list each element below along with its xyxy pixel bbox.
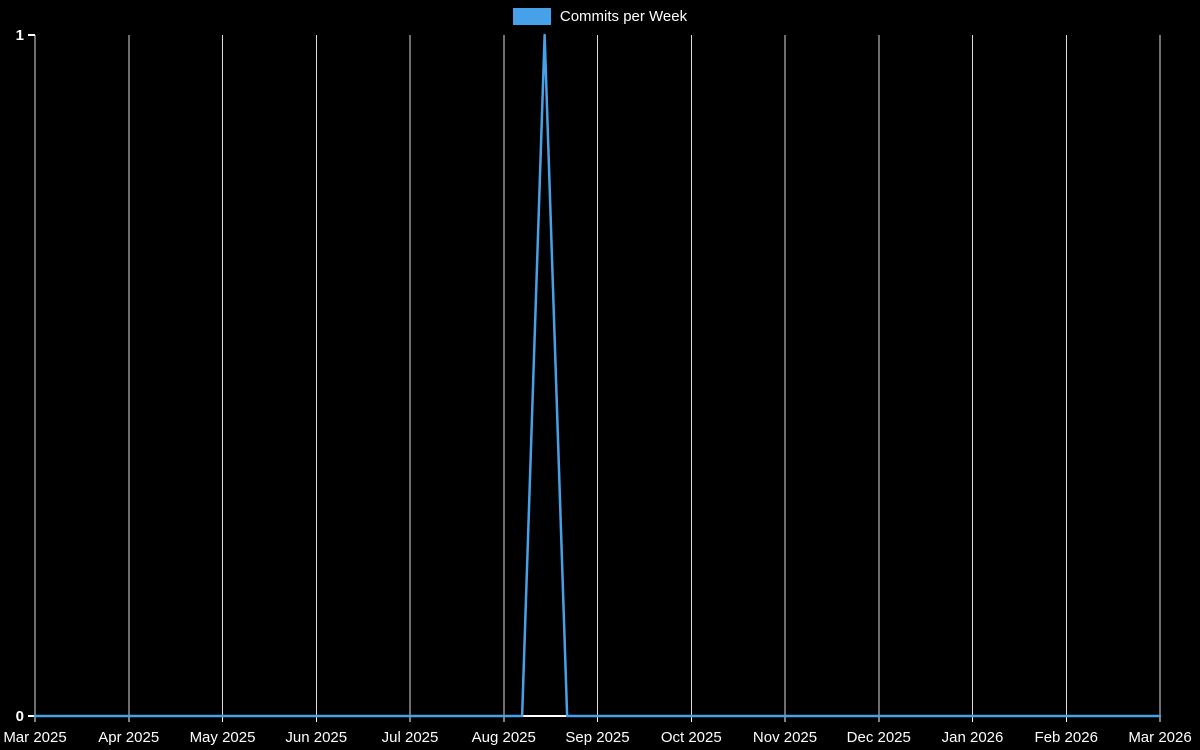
x-axis-tick-label: Jun 2025 bbox=[285, 729, 347, 746]
legend-item-commits-per-week[interactable]: Commits per Week bbox=[0, 8, 1200, 25]
y-axis-tick-label: 1 bbox=[16, 27, 24, 44]
y-axis-tick-label: 0 bbox=[16, 708, 24, 725]
x-axis-tick-label: Dec 2025 bbox=[847, 729, 911, 746]
x-axis-tick-label: Jan 2026 bbox=[942, 729, 1004, 746]
legend-color-swatch bbox=[512, 8, 551, 25]
legend-label: Commits per Week bbox=[559, 8, 688, 25]
x-axis-tick-label: Nov 2025 bbox=[753, 729, 817, 746]
x-axis-tick-label: Mar 2025 bbox=[3, 729, 66, 746]
series-line-commits-per-week bbox=[33, 33, 1162, 718]
x-axis-tick-label: May 2025 bbox=[190, 729, 256, 746]
x-axis-tick-label: Mar 2026 bbox=[1128, 729, 1191, 746]
x-axis-tick-label: Aug 2025 bbox=[472, 729, 536, 746]
x-axis-tick-label: Feb 2026 bbox=[1035, 729, 1098, 746]
x-axis-tick-label: Sep 2025 bbox=[565, 729, 629, 746]
x-axis-tick-label: Apr 2025 bbox=[98, 729, 159, 746]
x-axis-tick-label: Jul 2025 bbox=[382, 729, 439, 746]
x-axis-tick-label: Oct 2025 bbox=[661, 729, 722, 746]
